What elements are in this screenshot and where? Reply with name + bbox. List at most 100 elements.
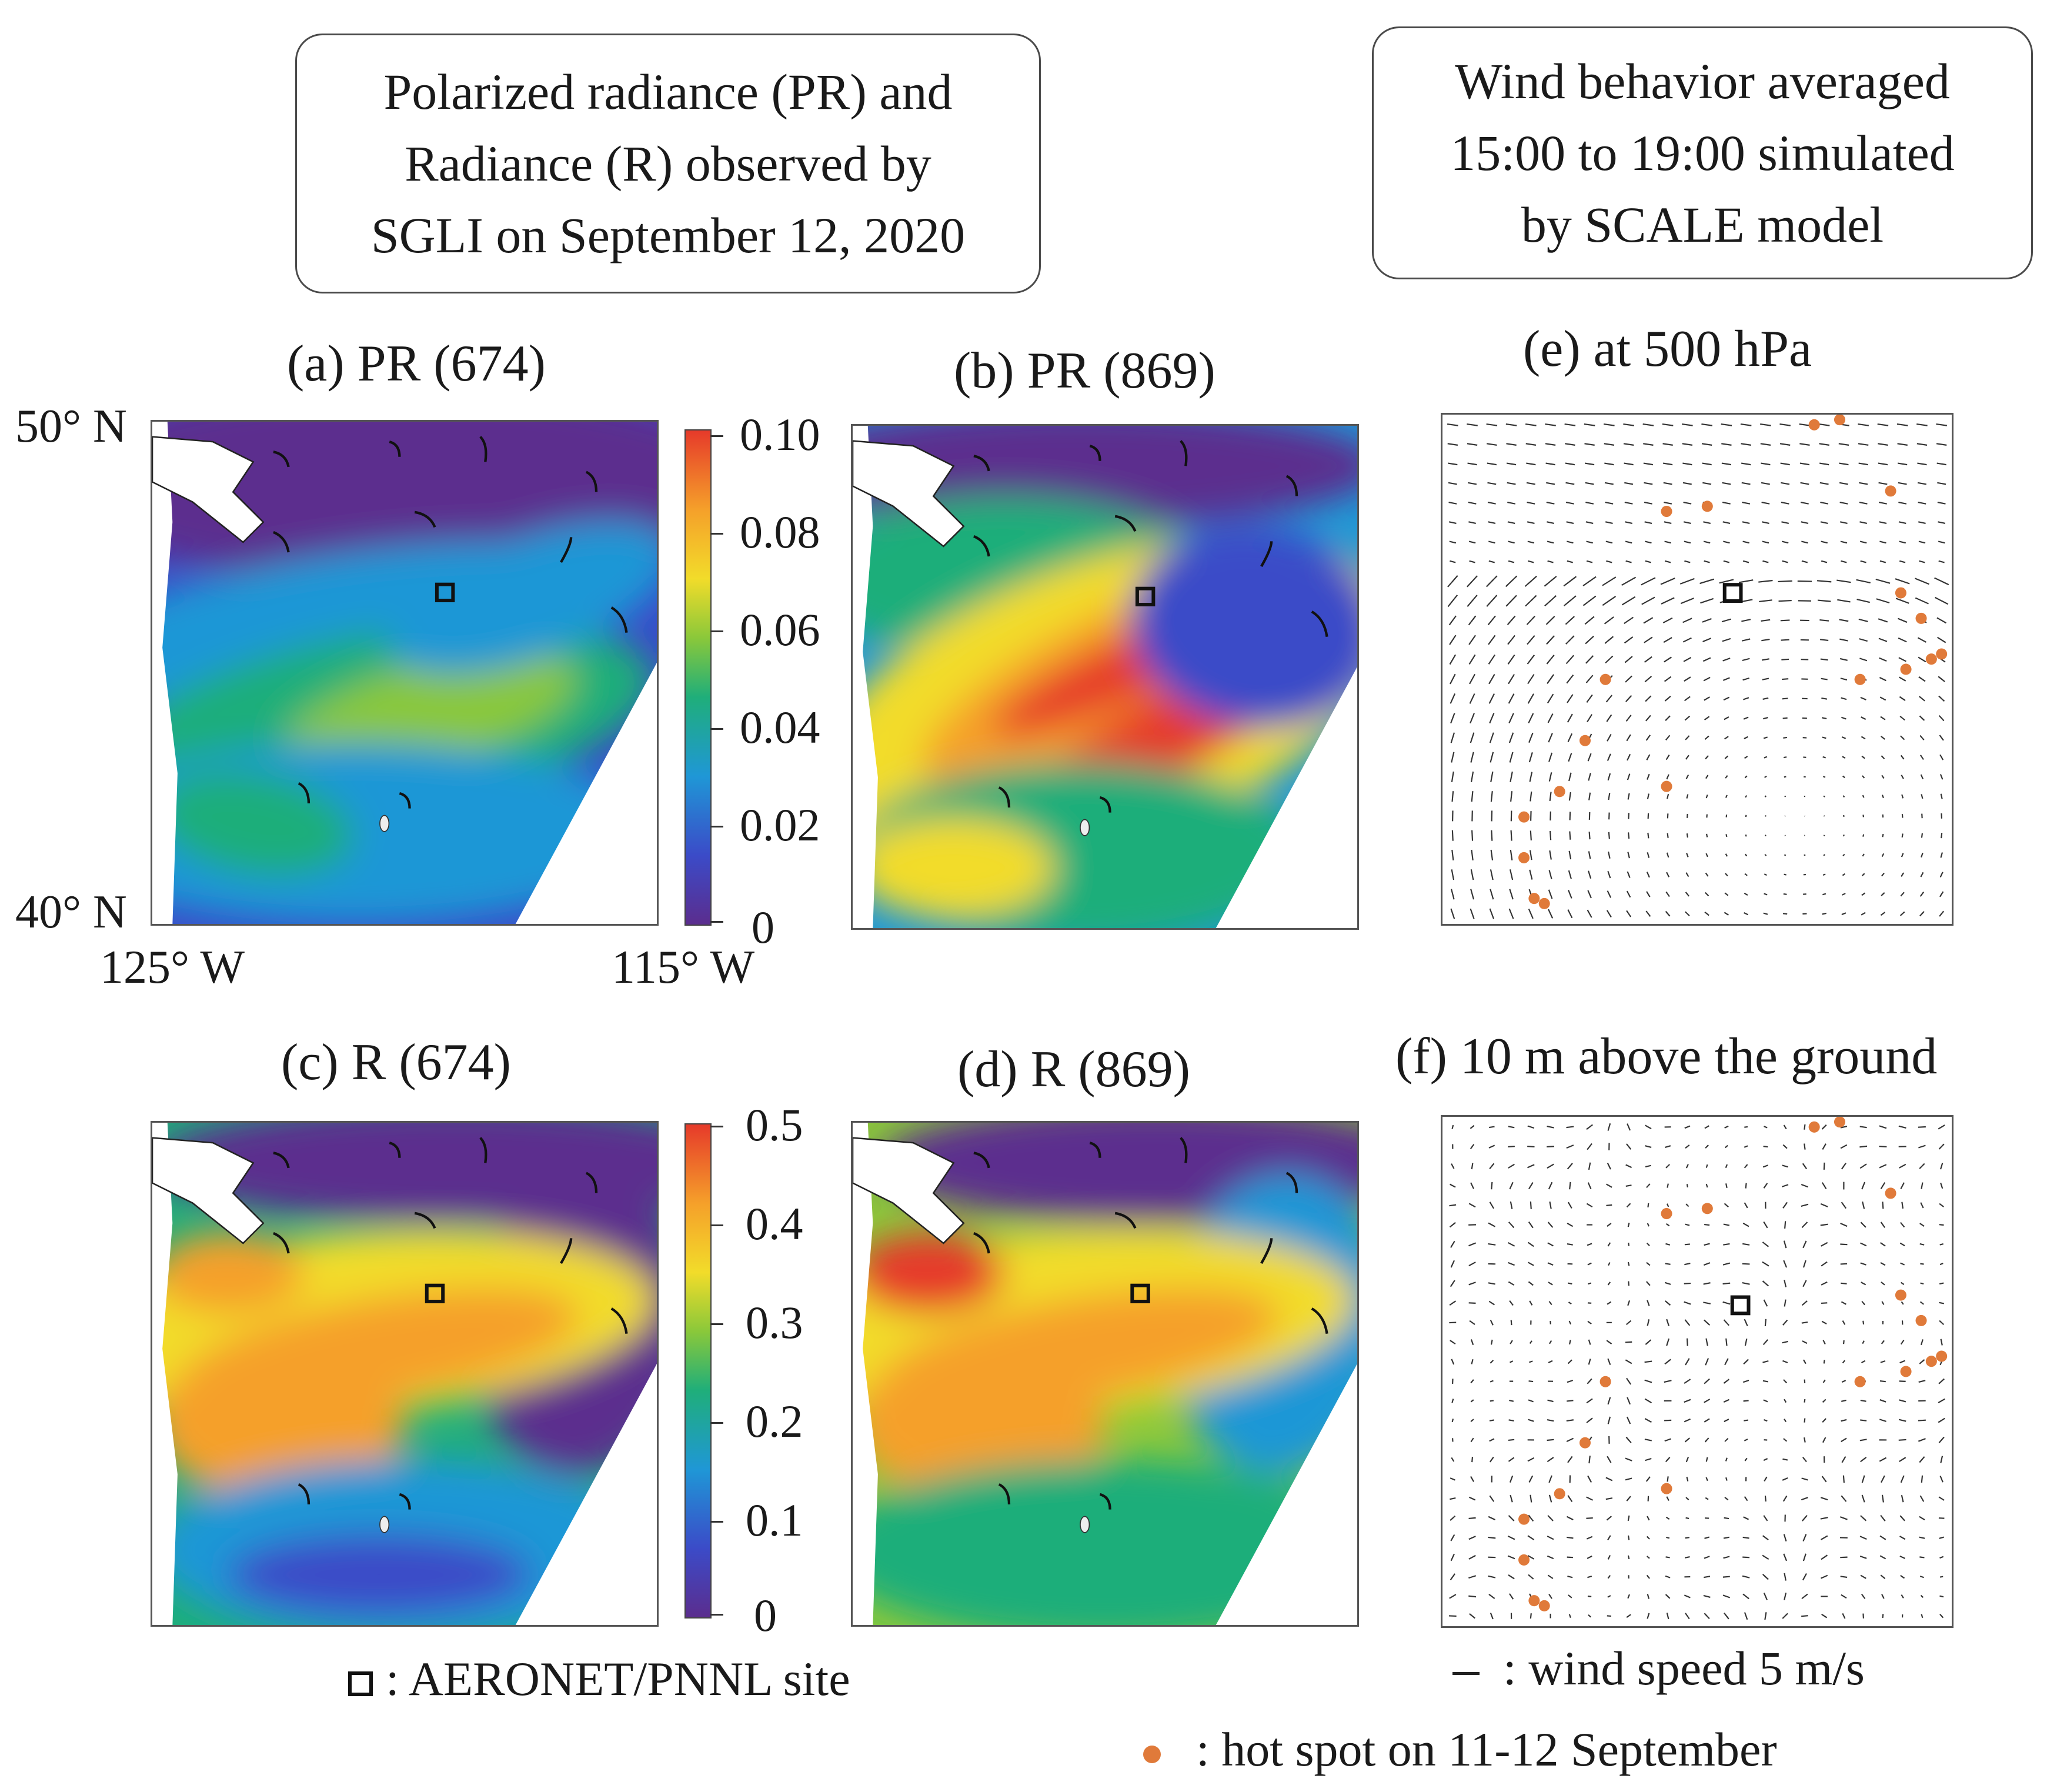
wind-vector: [1820, 1203, 1828, 1207]
wind-vector: [1602, 596, 1617, 606]
wind-vector: [1682, 618, 1692, 623]
wind-vector: [1588, 792, 1591, 800]
wind-vector: [1608, 793, 1611, 800]
wind-vector: [1664, 540, 1671, 544]
wind-vector: [1665, 1516, 1670, 1520]
wind-vector: [1898, 657, 1906, 662]
hotspot-dot: [1854, 1376, 1866, 1387]
wind-vector: [1801, 1321, 1808, 1324]
wind-vector: [1624, 462, 1634, 466]
coastline-segment: [973, 535, 990, 557]
wind-vector: [1742, 658, 1750, 662]
wind-vector: [1685, 1457, 1689, 1463]
wind-vector: [1549, 830, 1552, 840]
wind-vector: [1644, 521, 1652, 524]
wind-vector: [1862, 775, 1865, 779]
wind-vector: [1682, 423, 1693, 426]
wind-vector: [1861, 892, 1866, 896]
wind-vector: [1682, 462, 1692, 466]
coastline-segment: [273, 1152, 290, 1169]
wind-vector: [1879, 540, 1886, 544]
wind-vector: [1916, 423, 1928, 426]
map-field: [152, 1123, 657, 1625]
r-tick-label: 0.5: [746, 1099, 803, 1150]
wind-vector: [1645, 1339, 1652, 1345]
wind-vector: [1527, 655, 1535, 665]
wind-vector: [1860, 1456, 1867, 1463]
wind-vector: [1684, 540, 1691, 544]
wind-vector: [1604, 616, 1614, 625]
wind-vector: [1879, 696, 1886, 701]
wind-vector: [1490, 752, 1494, 763]
wind-vector: [1471, 1359, 1474, 1364]
wind-vector: [1742, 1536, 1749, 1539]
wind-vector: [1607, 1555, 1611, 1560]
wind-vector: [1862, 1320, 1865, 1325]
wind-vector: [1528, 1281, 1534, 1286]
wind-vector: [1882, 1614, 1884, 1619]
hotspot-dot: [1554, 786, 1565, 797]
wind-vector: [1664, 1359, 1671, 1365]
hotspot-dot: [1661, 1483, 1672, 1494]
wind-vector: [1918, 501, 1926, 505]
wind-vector: [1742, 1243, 1750, 1246]
wind-vector: [1607, 870, 1611, 879]
wind-vector: [1881, 775, 1885, 779]
wind-vector: [1685, 755, 1689, 760]
map-field: [853, 1123, 1357, 1625]
wind-vector: [1647, 1613, 1650, 1619]
wind-vector: [1901, 794, 1904, 799]
wind-vector: [1841, 1495, 1847, 1502]
wind-vector: [1724, 1437, 1729, 1442]
wind-vector: [1507, 501, 1516, 505]
hotspot-dot: [1854, 673, 1866, 685]
site-legend: : AERONET/PNNL site: [348, 1651, 850, 1707]
wind-vector: [1685, 1537, 1690, 1539]
wind-vector: [1744, 1419, 1749, 1421]
wind-vector: [1841, 1437, 1847, 1443]
wind-vector: [1939, 891, 1944, 897]
wind-vector: [1567, 713, 1573, 723]
wind-vector: [1451, 1419, 1454, 1423]
wind-vector: [1840, 678, 1848, 681]
wind-vector: [1666, 1338, 1670, 1346]
wind-vector: [1821, 1261, 1828, 1267]
wind-vector: [1763, 1515, 1768, 1521]
wind-vector: [1586, 1417, 1593, 1423]
wind-vector: [1802, 1240, 1807, 1249]
wind-vector: [1900, 1475, 1905, 1483]
wind-vector: [1665, 1457, 1671, 1463]
wind-vector: [1705, 1457, 1708, 1462]
wind-vector: [1450, 673, 1456, 685]
wind-vector: [1605, 540, 1613, 544]
wind-vector: [1468, 1517, 1476, 1520]
aeronet-site-marker: [1130, 1283, 1150, 1304]
map-field-blob: [152, 1233, 304, 1314]
wind-vector: [1897, 618, 1908, 623]
wind-vector: [1918, 1419, 1926, 1421]
wind-vector: [1528, 1475, 1534, 1483]
wind-vector: [1450, 1534, 1455, 1541]
wind-vector: [1588, 1456, 1591, 1464]
map-field-blob: [152, 1349, 405, 1500]
sgli-title-line-3: SGLI on September 12, 2020: [370, 207, 966, 263]
wind-vector: [1822, 1340, 1826, 1345]
wind-vector: [1448, 521, 1457, 524]
wind-vector: [1568, 1282, 1572, 1285]
wind-vector: [1880, 1360, 1886, 1363]
wind-vector: [1859, 1555, 1867, 1559]
wind-vector: [1665, 1243, 1671, 1246]
wind-vector: [1665, 1594, 1671, 1599]
wind-vector: [1802, 1260, 1806, 1268]
wind-vector: [1604, 443, 1615, 446]
wind-vector: [1920, 755, 1924, 760]
wind-vector: [1920, 1339, 1924, 1346]
pr-tick-label: 0: [752, 902, 774, 953]
wind-vector: [1801, 1477, 1808, 1481]
wind-vector: [1508, 1419, 1514, 1422]
wind-vector: [1606, 1204, 1612, 1206]
wind-vector: [1468, 1536, 1476, 1540]
wind-vector: [1507, 1555, 1515, 1560]
wind-vector: [1841, 1456, 1846, 1463]
wind-vector: [1526, 462, 1536, 466]
